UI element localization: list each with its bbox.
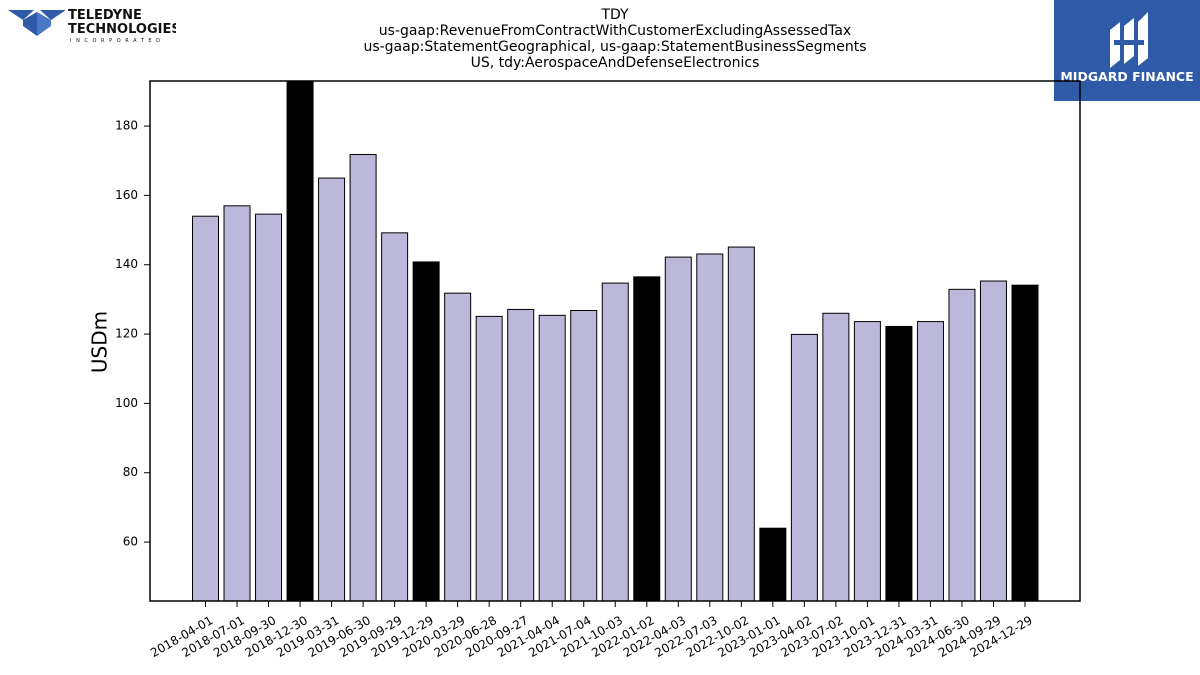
bar-2018-07-01 — [223, 205, 251, 602]
teledyne-logo-mark: TELEDYNE TECHNOLOGIES INCORPORATED — [8, 8, 181, 44]
bar-2024-09-29 — [979, 280, 1007, 602]
bar-2023-07-02 — [822, 312, 850, 602]
bar-2022-07-03 — [696, 253, 724, 602]
midgard-logo-text: MIDGARD FINANCE — [1060, 69, 1193, 84]
midgard-logo-mark: MIDGARD FINANCE — [1060, 12, 1194, 84]
title-members: US, tdy:AerospaceAndDefenseElectronics — [470, 55, 760, 71]
bar-2020-06-28 — [475, 315, 503, 602]
teledyne-logo: TELEDYNE TECHNOLOGIES INCORPORATED — [6, 6, 181, 46]
bar-2024-03-31 — [916, 321, 944, 602]
y-tick-label: 140 — [115, 257, 138, 271]
bars — [192, 80, 1039, 602]
bar-2024-06-30 — [948, 288, 976, 602]
bar-2018-12-30 — [286, 80, 314, 602]
bar-2020-03-29 — [444, 292, 472, 602]
bar-2021-07-04 — [570, 309, 598, 602]
y-tick-label: 80 — [123, 465, 138, 479]
x-axis: 2018-04-012018-07-012018-09-302018-12-30… — [148, 601, 1035, 660]
y-tick-label: 60 — [123, 535, 138, 549]
teledyne-name-line2: TECHNOLOGIES — [68, 22, 176, 37]
teledyne-name-line1: TELEDYNE — [68, 8, 142, 23]
title-concept: us-gaap:RevenueFromContractWithCustomerE… — [378, 23, 852, 39]
title-axes: us-gaap:StatementGeographical, us-gaap:S… — [363, 39, 867, 55]
bar-2018-04-01 — [192, 215, 219, 602]
bar-2019-06-30 — [349, 153, 377, 602]
y-tick-label: 100 — [115, 396, 138, 410]
y-tick-label: 160 — [115, 188, 138, 202]
y-axis-label: USDm — [88, 311, 112, 373]
title-ticker: TDY — [601, 7, 629, 23]
bar-2022-01-02 — [633, 276, 661, 602]
plot-frame — [149, 80, 1081, 602]
chart-title: TDY us-gaap:RevenueFromContractWithCusto… — [250, 7, 980, 71]
midgard-finance-logo: MIDGARD FINANCE — [1054, 0, 1200, 101]
bar-2023-01-01 — [759, 527, 787, 602]
y-tick-label: 120 — [115, 327, 138, 341]
bar-2018-09-30 — [255, 213, 283, 602]
bar-2019-09-29 — [381, 232, 409, 602]
bar-2023-04-02 — [790, 333, 818, 602]
bar-2022-10-02 — [727, 246, 755, 602]
teledyne-tagline: INCORPORATED — [70, 38, 165, 44]
bar-2021-04-04 — [538, 314, 566, 602]
bar-2019-03-31 — [318, 177, 346, 602]
bar-2022-04-03 — [664, 256, 692, 602]
bar-2019-12-29 — [412, 261, 440, 602]
y-tick-label: 180 — [115, 119, 138, 133]
bar-2021-10-03 — [601, 282, 629, 602]
bar-2024-12-29 — [1011, 284, 1039, 602]
bar-2023-10-01 — [853, 321, 881, 602]
y-axis: 60 80 100 120 140 160 180 — [115, 119, 150, 549]
bar-2020-09-27 — [507, 308, 535, 602]
bar-2023-12-31 — [885, 325, 913, 602]
